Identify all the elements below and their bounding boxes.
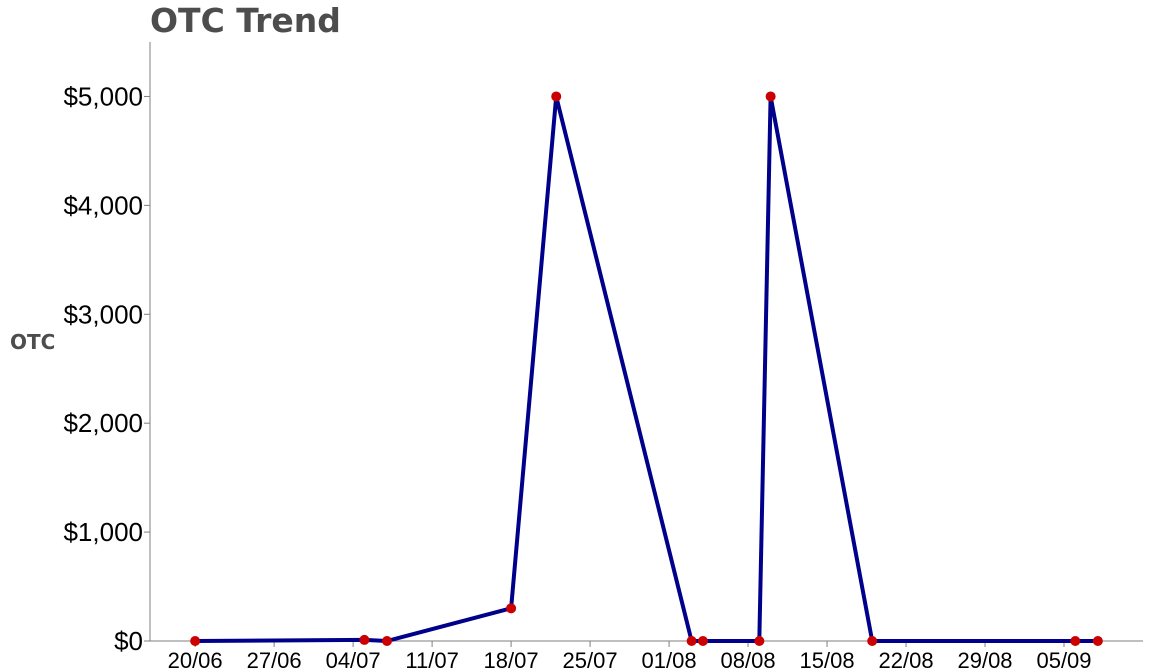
data-point (506, 603, 517, 614)
data-point (765, 91, 776, 102)
series-line (195, 96, 1098, 644)
x-tick-label: 22/08 (879, 648, 934, 672)
x-tick-label: 20/06 (168, 648, 223, 672)
y-tick-label: $3,000 (63, 299, 143, 329)
x-tick-label: 27/06 (247, 648, 302, 672)
data-point (551, 91, 562, 102)
x-tick-label: 29/08 (957, 648, 1012, 672)
x-tick-label: 25/07 (563, 648, 618, 672)
x-tick-label: 15/08 (800, 648, 855, 672)
y-axis-label: OTC (10, 330, 56, 354)
x-tick-label: 08/08 (721, 648, 776, 672)
x-tick-label: 04/07 (326, 648, 381, 672)
y-tick-label: $0 (114, 626, 143, 656)
x-tick-label: 11/07 (405, 648, 458, 672)
data-point (686, 636, 697, 646)
data-point (867, 636, 878, 646)
data-point (754, 636, 765, 646)
data-point (1092, 636, 1103, 646)
y-tick-label: $2,000 (63, 408, 143, 438)
data-point (1070, 636, 1081, 646)
x-tick-label: 18/07 (484, 648, 539, 672)
y-tick-label: $5,000 (63, 81, 143, 111)
data-point (697, 636, 708, 646)
data-point (381, 636, 392, 646)
data-point (190, 636, 201, 646)
y-tick-label: $1,000 (63, 517, 143, 547)
x-tick-label: 01/08 (642, 648, 697, 672)
x-tick-label: 05/09 (1036, 648, 1091, 672)
chart-title: OTC Trend (150, 1, 341, 40)
y-tick-label: $4,000 (63, 190, 143, 220)
data-point (359, 634, 370, 645)
